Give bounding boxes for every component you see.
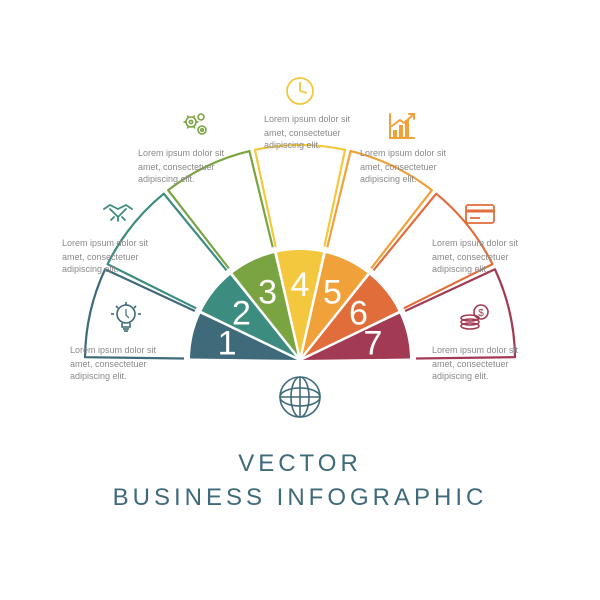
label-line: Lorem ipsum dolor sit bbox=[360, 147, 470, 159]
segment-label-7: Lorem ipsum dolor sit amet, consectetuer a… bbox=[432, 344, 542, 382]
label-line: amet, consectetuer bbox=[432, 359, 509, 369]
growth-chart-icon bbox=[384, 108, 420, 144]
label-line: Lorem ipsum dolor sit bbox=[70, 344, 180, 356]
segment-label-2: Lorem ipsum dolor sit amet, consectetuer a… bbox=[62, 237, 172, 275]
label-line: amet, consectetuer bbox=[138, 162, 215, 172]
label-line: amet, consectetuer bbox=[432, 252, 509, 262]
label-line: amet, consectetuer bbox=[70, 359, 147, 369]
label-line: Lorem ipsum dolor sit bbox=[432, 344, 542, 356]
label-line: adipiscing elit. bbox=[70, 371, 127, 381]
label-line: Lorem ipsum dolor sit bbox=[62, 237, 172, 249]
label-line: Lorem ipsum dolor sit bbox=[432, 237, 542, 249]
label-line: adipiscing elit. bbox=[62, 264, 119, 274]
label-line: Lorem ipsum dolor sit bbox=[138, 147, 248, 159]
label-line: adipiscing elit. bbox=[432, 371, 489, 381]
clock-icon bbox=[282, 73, 318, 109]
svg-text:$: $ bbox=[478, 308, 484, 319]
segment-label-1: Lorem ipsum dolor sit amet, consectetuer a… bbox=[70, 344, 180, 382]
segment-label-5: Lorem ipsum dolor sit amet, consectetuer a… bbox=[360, 147, 470, 185]
infographic-stage: 1234567 Lorem ipsum dolor sitamet, conse… bbox=[0, 0, 600, 600]
label-line: amet, consectetuer bbox=[360, 162, 437, 172]
label-line: amet, consectetuer bbox=[264, 128, 341, 138]
segment-number-7: 7 bbox=[363, 324, 382, 362]
segment-label-6: Lorem ipsum dolor sit amet, consectetuer a… bbox=[432, 237, 542, 275]
gears-icon bbox=[178, 108, 214, 144]
segment-label-3: Lorem ipsum dolor sit amet, consectetuer a… bbox=[138, 147, 248, 185]
segment-number-2: 2 bbox=[232, 294, 251, 332]
segment-number-4: 4 bbox=[291, 266, 310, 304]
handshake-icon bbox=[100, 195, 136, 231]
segment-label-4: Lorem ipsum dolor sit amet, consectetuer a… bbox=[264, 113, 374, 151]
segment-number-5: 5 bbox=[323, 274, 342, 312]
globe-icon bbox=[277, 374, 323, 420]
label-line: Lorem ipsum dolor sit bbox=[264, 113, 374, 125]
label-line: adipiscing elit. bbox=[360, 174, 417, 184]
label-line: adipiscing elit. bbox=[138, 174, 195, 184]
title-line-2: BUSINESS INFOGRAPHIC bbox=[0, 484, 600, 512]
label-line: adipiscing elit. bbox=[432, 264, 489, 274]
credit-card-icon bbox=[462, 195, 498, 231]
lightbulb-icon bbox=[108, 300, 144, 336]
segment-number-3: 3 bbox=[258, 274, 277, 312]
title-line-1: VECTOR bbox=[0, 450, 600, 478]
label-line: adipiscing elit. bbox=[264, 140, 321, 150]
coins-icon: $ bbox=[456, 300, 492, 336]
label-line: amet, consectetuer bbox=[62, 252, 139, 262]
